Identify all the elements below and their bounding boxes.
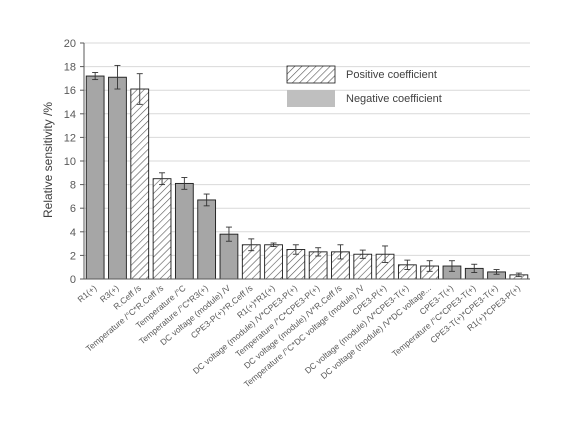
y-tick-label: 0 — [70, 274, 76, 286]
error-bar — [359, 249, 366, 259]
error-bar — [181, 177, 188, 190]
y-tick-label: 8 — [70, 180, 76, 192]
legend-swatch-negative — [287, 90, 335, 107]
x-tick-label: R1(+) — [76, 283, 99, 305]
legend: Positive coefficient Negative coefficien… — [286, 65, 442, 107]
y-tick-label: 4 — [70, 227, 76, 239]
y-tick-label: 12 — [64, 132, 76, 144]
y-tick-label: 20 — [64, 38, 76, 50]
error-bar — [515, 272, 522, 278]
y-tick-label: 18 — [64, 62, 76, 74]
error-bar — [92, 72, 99, 81]
error-bar — [159, 172, 166, 186]
legend-label-positive: Positive coefficient — [346, 69, 437, 81]
error-bar — [315, 247, 322, 257]
error-bar — [270, 242, 277, 248]
legend-label-negative: Negative coefficient — [346, 93, 442, 105]
y-tick-label: 2 — [70, 250, 76, 262]
error-bar — [136, 73, 143, 105]
y-tick-label: 6 — [70, 203, 76, 215]
error-bar — [471, 263, 478, 273]
y-axis-ticks: 0 2 4 6 8 10 12 14 16 18 20 — [64, 38, 84, 286]
error-bar — [426, 260, 433, 272]
bar-negative — [197, 199, 217, 280]
bar-negative — [108, 76, 127, 280]
error-bar — [203, 193, 210, 207]
y-tick-label: 14 — [64, 109, 76, 121]
bar-positive — [152, 178, 172, 280]
error-bar — [382, 245, 389, 263]
error-bar — [292, 244, 299, 255]
error-bar — [404, 259, 411, 271]
y-tick-label: 16 — [64, 85, 76, 97]
error-bar — [114, 64, 121, 90]
error-bar — [248, 238, 255, 252]
bars — [85, 64, 529, 280]
bar-negative — [85, 75, 105, 280]
y-tick-label: 10 — [64, 156, 76, 168]
bar-positive — [130, 88, 150, 280]
error-bar — [337, 244, 344, 260]
legend-swatch-positive — [286, 65, 336, 84]
y-axis-title: Relative sensitivity /% — [41, 102, 55, 218]
error-bar — [448, 260, 455, 272]
error-bar — [493, 269, 500, 275]
error-bar — [225, 226, 232, 242]
bar-positive — [264, 244, 283, 280]
bar-negative — [174, 182, 194, 280]
